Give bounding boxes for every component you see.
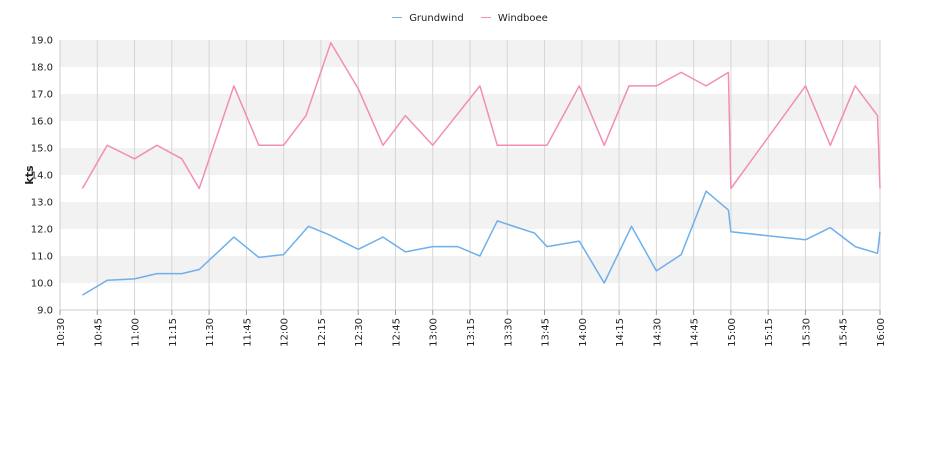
x-tick-label: 15:15 [764,318,775,347]
y-tick-label: 16.0 [31,117,53,128]
y-tick-label: 13.0 [31,198,53,209]
x-tick-label: 11:15 [168,318,179,347]
x-axis-ticks: 10:30 10:45 11:00 11:15 11:30 11:45 12:00 12:15… [56,310,887,347]
legend-item-windboee[interactable]: Windboee [480,13,548,24]
legend-item-grundwind[interactable]: Grundwind [392,13,464,24]
x-tick-label: 15:30 [801,318,812,347]
y-tick-label: 18.0 [31,63,53,74]
x-tick-label: 15:00 [727,318,738,347]
y-axis-label: kts [23,165,36,185]
x-tick-label: 14:30 [652,318,663,347]
y-tick-label: 17.0 [31,90,53,101]
x-tick-label: 11:45 [242,318,253,347]
y-axis-ticks: 9.0 10.0 11.0 12.0 13.0 14.0 15.0 16.0 17.0 18.0 1… [31,36,53,317]
x-tick-label: 13:45 [541,318,552,347]
series-line-grundwind [82,190,881,296]
y-tick-label: 12.0 [31,225,53,236]
series-line-windboee [81,41,881,190]
x-tick-label: 14:15 [615,318,626,347]
x-tick-label: 10:45 [93,318,104,347]
x-tick-label: 16:00 [876,318,887,347]
legend-swatch-grundwind [392,16,403,18]
x-tick-label: 11:00 [131,318,142,347]
series-layer [81,41,881,296]
y-tick-label: 14.0 [31,171,53,182]
x-tick-label: 12:15 [317,318,328,347]
x-tick-label: 12:30 [354,318,365,347]
x-tick-label: 13:30 [503,318,514,347]
x-tick-label: 13:00 [429,318,440,347]
chart-legend: Grundwind Windboee [0,13,940,24]
legend-label-grundwind: Grundwind [409,13,464,24]
vertical-gridlines [59,40,881,310]
y-tick-label: 19.0 [31,36,53,47]
legend-swatch-windboee [480,16,491,18]
x-tick-label: 13:15 [466,318,477,347]
y-tick-label: 10.0 [31,279,53,290]
y-tick-label: 11.0 [31,252,53,263]
legend-label-windboee: Windboee [497,13,548,24]
x-tick-label: 10:30 [56,318,67,347]
y-tick-label: 9.0 [37,306,53,317]
x-tick-label: 14:00 [578,318,589,347]
x-tick-label: 11:30 [205,318,216,347]
x-tick-label: 14:45 [690,318,701,347]
x-tick-label: 12:45 [391,318,402,347]
x-tick-label: 15:45 [839,318,850,347]
y-tick-label: 15.0 [31,144,53,155]
x-tick-label: 12:00 [280,318,291,347]
